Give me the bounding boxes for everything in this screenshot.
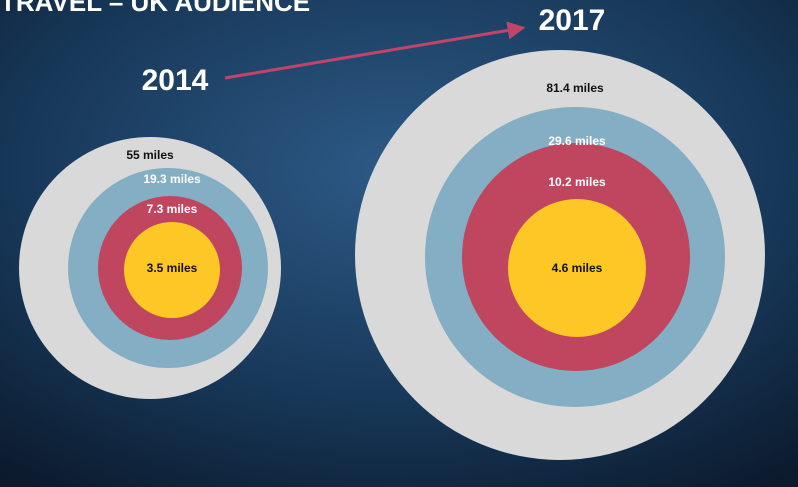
ring-label: 3.5 miles [147, 261, 198, 275]
year-label: 2014 [142, 64, 209, 97]
ring-label: 81.4 miles [546, 81, 604, 95]
ring-label: 29.6 miles [548, 134, 606, 148]
page: TRAVEL – UK AUDIENCE 55 miles 19.3 miles… [0, 0, 798, 487]
ring-label: 4.6 miles [552, 261, 603, 275]
page-title: TRAVEL – UK AUDIENCE [0, 0, 310, 17]
infographic: TRAVEL – UK AUDIENCE 55 miles 19.3 miles… [0, 0, 798, 487]
ring-label: 7.3 miles [147, 202, 198, 216]
year-label: 2017 [539, 4, 606, 37]
ring-label: 10.2 miles [548, 175, 606, 189]
ring-label: 55 miles [126, 148, 174, 162]
ring-label: 19.3 miles [143, 172, 201, 186]
